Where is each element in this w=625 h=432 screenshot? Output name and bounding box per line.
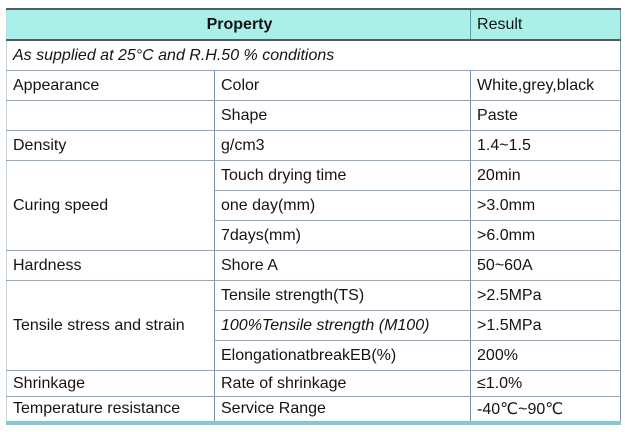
result-cell: 20min: [470, 160, 621, 191]
result-cell: >6.0mm: [470, 220, 621, 251]
sub-property-cell: Service Range: [213, 396, 471, 423]
property-cell: Shrinkage: [6, 370, 215, 397]
table-row: ElongationatbreakEB(%) 200%: [7, 340, 621, 371]
header-result: Result: [470, 9, 621, 41]
property-cell: Hardness: [6, 250, 215, 281]
result-cell: 50~60A: [470, 250, 621, 281]
result-cell: ≤1.0%: [470, 370, 621, 397]
table-row: one day(mm) >3.0mm: [7, 190, 621, 221]
property-cell-empty: [6, 100, 215, 131]
table-row: Shape Paste: [6, 100, 621, 131]
sub-property-cell: Color: [213, 70, 471, 101]
table-row: 7days(mm) >6.0mm: [7, 220, 621, 251]
property-table: Property Result As supplied at 25°C and …: [6, 8, 622, 425]
sub-property-cell: 7days(mm): [213, 220, 471, 251]
table-row: Appearance Color White,grey,black: [6, 70, 621, 101]
table-row: Tensile stress and strain Tensile streng…: [6, 280, 621, 371]
sub-property-cell: one day(mm): [213, 190, 471, 221]
table-row: Density g/cm3 1.4~1.5: [6, 130, 621, 161]
property-cell: Curing speed: [6, 160, 215, 251]
sub-property-cell: Rate of shrinkage: [213, 370, 471, 397]
sub-property-cell: 100%Tensile strength (M100): [213, 310, 471, 341]
property-cell: Density: [6, 130, 215, 161]
result-cell: -40℃~90℃: [470, 396, 621, 423]
table-header-row: Property Result: [6, 9, 621, 41]
condition-note-row: As supplied at 25°C and R.H.50 % conditi…: [6, 40, 621, 71]
header-property: Property: [6, 9, 471, 41]
result-cell: >3.0mm: [470, 190, 621, 221]
property-cell: Appearance: [6, 70, 215, 101]
property-cell: Temperature resistance: [13, 400, 181, 417]
sub-property-cell: Touch drying time: [213, 160, 471, 191]
sub-property-cell: Tensile strength(TS): [213, 280, 471, 311]
table-row: Curing speed Touch drying time 20min: [6, 160, 621, 251]
result-cell: Paste: [470, 100, 621, 131]
result-cell: 200%: [470, 340, 621, 371]
condition-note: As supplied at 25°C and R.H.50 % conditi…: [6, 40, 621, 71]
table-row: Hardness Shore A 50~60A: [6, 250, 621, 281]
sub-property-cell: Shape: [213, 100, 471, 131]
sub-property-cell: Shore A: [213, 250, 471, 281]
table-row: Shrinkage Rate of shrinkage ≤1.0%: [6, 370, 621, 397]
result-cell: >1.5MPa: [470, 310, 621, 341]
result-cell: >2.5MPa: [470, 280, 621, 311]
table-row: 100%Tensile strength (M100) >1.5MPa: [7, 310, 621, 341]
result-cell: White,grey,black: [470, 70, 621, 101]
sub-property-cell: g/cm3: [213, 130, 471, 161]
sub-property-cell: ElongationatbreakEB(%): [213, 340, 471, 371]
property-cell: Tensile stress and strain: [6, 280, 215, 371]
result-cell: 1.4~1.5: [470, 130, 621, 161]
table-row: Temperature resistance Service Range -40…: [7, 396, 621, 423]
